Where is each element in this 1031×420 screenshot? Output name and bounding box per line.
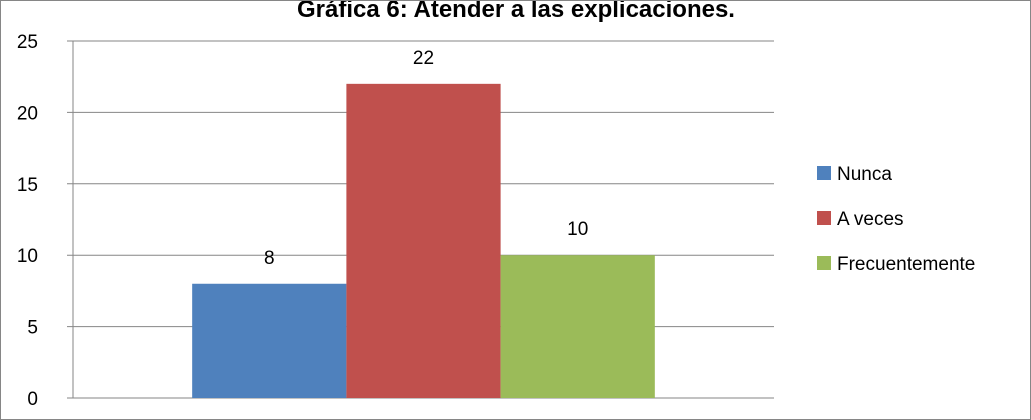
data-label: 8	[264, 248, 275, 269]
y-tick-label: 5	[27, 318, 38, 339]
data-labels: 8 22 10	[264, 48, 588, 269]
data-label: 10	[567, 219, 588, 240]
legend-swatch	[817, 256, 831, 270]
data-label: 22	[413, 48, 434, 69]
y-tick-label: 0	[27, 389, 38, 410]
y-tick-label: 10	[17, 246, 38, 267]
legend-label: A veces	[837, 209, 904, 230]
legend-swatch	[817, 166, 831, 180]
legend-swatch	[817, 211, 831, 225]
legend-label: Nunca	[837, 164, 892, 185]
y-tick-label: 20	[17, 103, 38, 124]
bar-a-veces	[346, 83, 501, 398]
legend-label: Frecuentemente	[837, 254, 975, 275]
y-tick-label: 25	[17, 32, 38, 53]
legend: Nunca A veces Frecuentemente	[817, 164, 975, 275]
y-tick-label: 15	[17, 175, 38, 196]
bar-nunca	[192, 283, 347, 398]
y-axis: 0 5 10 15 20 25	[17, 32, 74, 410]
bar-frecuentemente	[500, 255, 655, 398]
bars	[192, 83, 655, 398]
chart-title: Gráfica 6: Atender a las explicaciones.	[297, 1, 735, 23]
